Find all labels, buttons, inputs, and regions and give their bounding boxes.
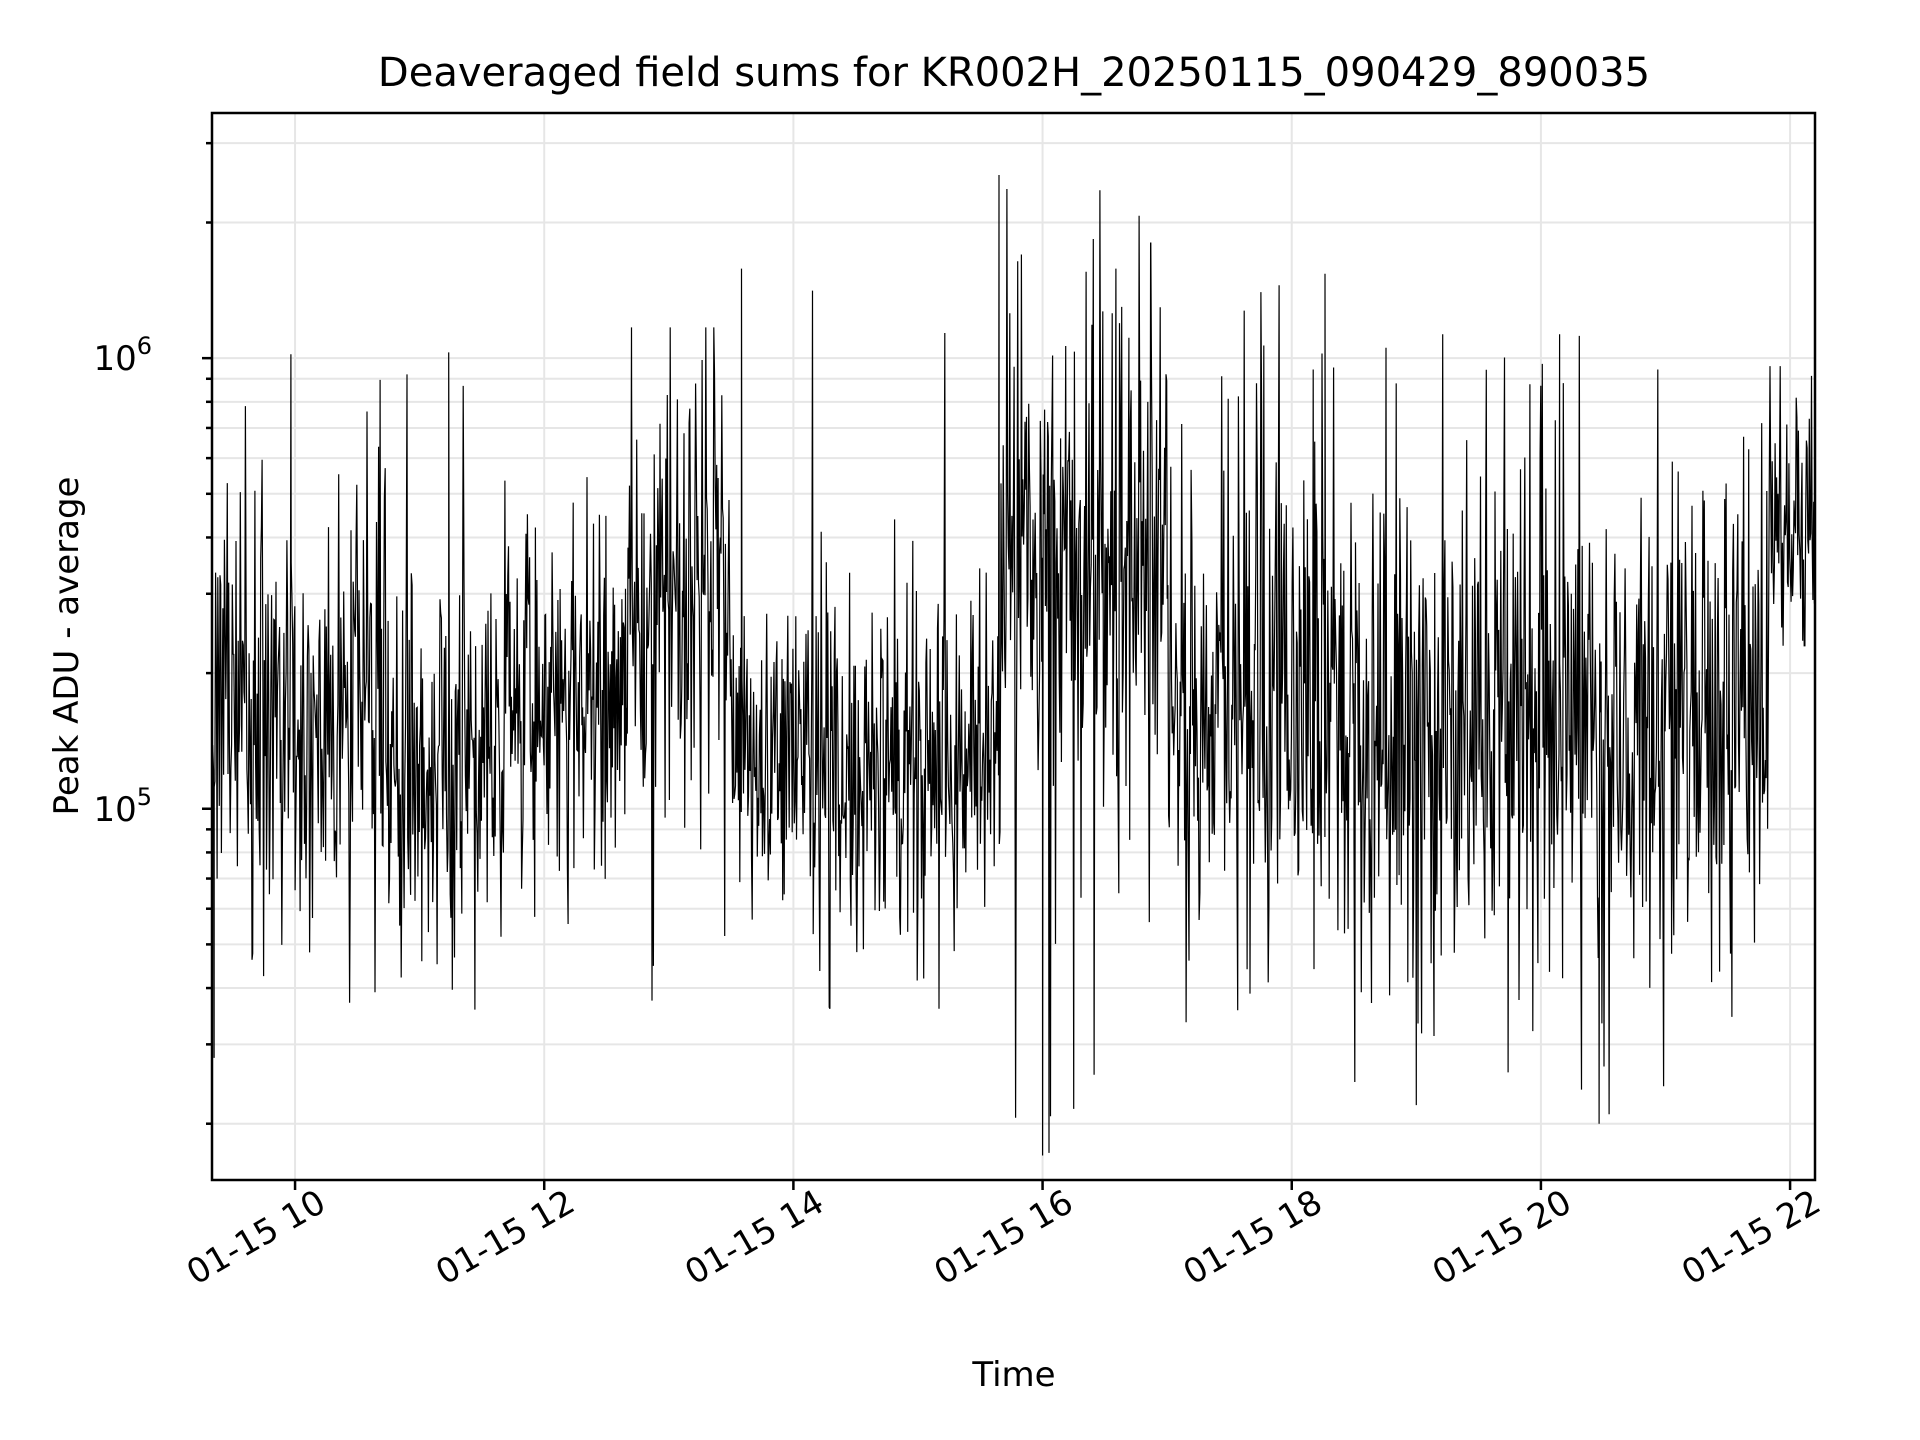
series-layer: [211, 174, 1815, 1156]
x-tick-label: 01-15 16: [928, 1182, 1080, 1293]
x-tick-label: 01-15 18: [1177, 1182, 1329, 1293]
grid-layer: [212, 113, 1815, 1180]
series-line: [211, 174, 1815, 1156]
x-tick-label: 01-15 14: [678, 1182, 830, 1293]
plot-frame: [210, 111, 1817, 1182]
y-tick-label: 106: [93, 332, 152, 379]
x-axis-label: Time: [971, 1355, 1055, 1395]
y-tick-label: 105: [93, 783, 152, 830]
y-axis-label: Peak ADU - average: [47, 477, 87, 816]
x-tick-label: 01-15 10: [180, 1182, 332, 1293]
chart-title: Deaveraged field sums for KR002H_2025011…: [378, 50, 1650, 96]
x-tick-label: 01-15 20: [1426, 1182, 1578, 1293]
x-tick-label: 01-15 12: [429, 1182, 581, 1293]
x-tick-label: 01-15 22: [1675, 1182, 1827, 1293]
